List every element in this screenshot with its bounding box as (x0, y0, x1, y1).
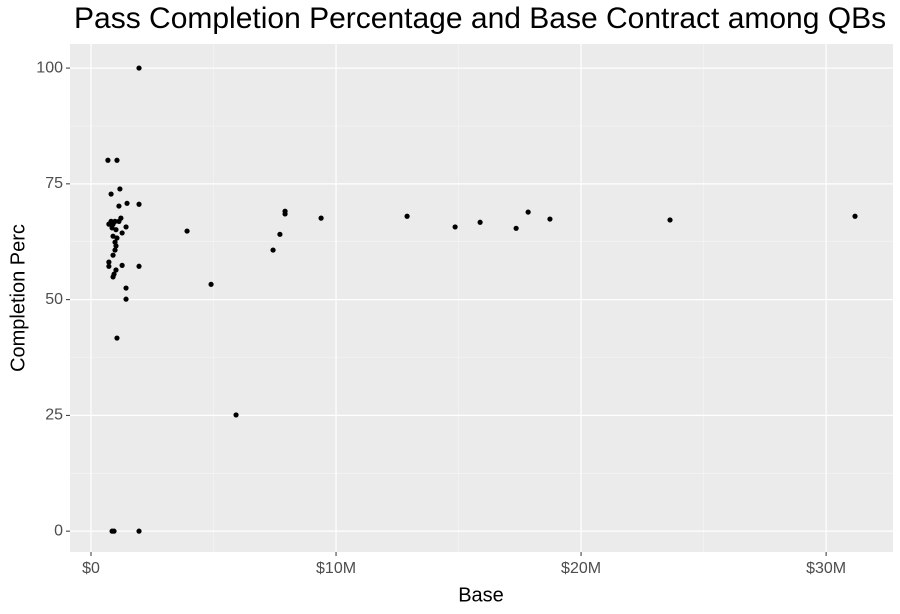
point (547, 216, 553, 222)
point (114, 335, 120, 341)
point (667, 217, 673, 223)
point (110, 252, 116, 258)
point (113, 267, 119, 273)
point (136, 65, 142, 71)
y-tick-label: 100 (36, 59, 63, 76)
point (123, 285, 129, 291)
y-tick-label: 50 (45, 291, 63, 308)
point (123, 296, 129, 302)
point (124, 200, 130, 206)
point (106, 263, 112, 269)
point (233, 412, 239, 418)
point (277, 231, 283, 237)
point (116, 218, 122, 224)
point (105, 157, 111, 163)
point (136, 201, 142, 207)
point (184, 228, 190, 234)
point (513, 225, 519, 231)
point (106, 259, 112, 265)
x-axis-label: Base (458, 584, 504, 606)
point (119, 230, 125, 236)
y-tick-label: 0 (54, 522, 63, 539)
y-tick-label: 75 (45, 175, 63, 192)
point (108, 191, 114, 197)
y-tick-label: 25 (45, 407, 63, 424)
point (109, 225, 115, 231)
point (111, 528, 117, 534)
point (270, 247, 276, 253)
point (112, 247, 118, 253)
point (110, 233, 116, 239)
point (119, 262, 125, 268)
x-tick-label: $30M (806, 560, 846, 577)
x-tick-label: $0 (82, 560, 100, 577)
point (136, 263, 142, 269)
chart-title: Pass Completion Percentage and Base Cont… (74, 2, 886, 35)
point (477, 219, 483, 225)
point (116, 203, 122, 209)
x-tick-label: $10M (316, 560, 356, 577)
point (404, 213, 410, 219)
point (114, 157, 120, 163)
point (318, 215, 324, 221)
point (282, 211, 288, 217)
y-axis-label: Completion Perc (7, 224, 29, 372)
point (525, 209, 531, 215)
point (208, 281, 214, 287)
point (110, 274, 116, 280)
point (113, 227, 119, 233)
point (852, 213, 858, 219)
x-tick-label: $20M (561, 560, 601, 577)
point (114, 235, 120, 241)
point (123, 224, 129, 230)
panel (70, 44, 893, 552)
point (452, 224, 458, 230)
point (136, 528, 142, 534)
point (117, 186, 123, 192)
point (113, 243, 119, 249)
point (106, 221, 112, 227)
